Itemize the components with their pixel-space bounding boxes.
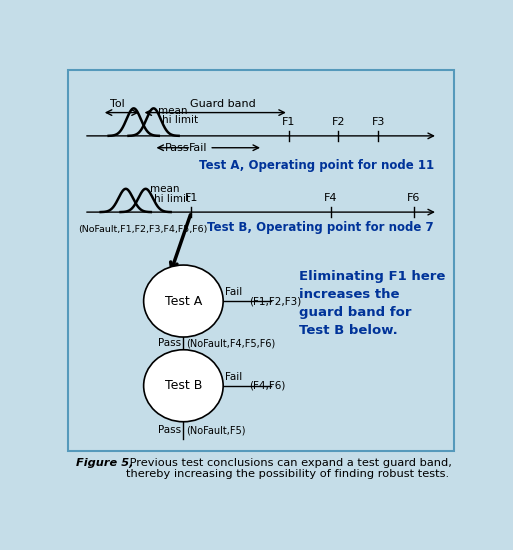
- Text: Test B: Test B: [165, 379, 202, 392]
- Text: Fail: Fail: [189, 143, 207, 153]
- Text: (NoFault,F1,F2,F3,F4,F5,F6): (NoFault,F1,F2,F3,F4,F5,F6): [78, 225, 207, 234]
- Text: (F1,F2,F3): (F1,F2,F3): [249, 296, 301, 306]
- Text: mean: mean: [150, 184, 179, 194]
- Ellipse shape: [144, 350, 223, 422]
- Text: F1: F1: [282, 117, 295, 126]
- Text: (F4,F6): (F4,F6): [249, 381, 285, 390]
- Text: Test A: Test A: [165, 295, 202, 307]
- Text: Fail: Fail: [225, 287, 243, 297]
- Text: Eliminating F1 here
increases the
guard band for
Test B below.: Eliminating F1 here increases the guard …: [299, 270, 445, 337]
- Text: Figure 5,: Figure 5,: [76, 458, 133, 468]
- Text: F1: F1: [185, 193, 198, 203]
- Text: Fail: Fail: [225, 371, 243, 382]
- Text: F4: F4: [324, 193, 337, 203]
- Text: Pass: Pass: [165, 143, 189, 153]
- Text: Previous test conclusions can expand a test guard band,
thereby increasing the p: Previous test conclusions can expand a t…: [126, 458, 451, 480]
- Text: Pass: Pass: [159, 425, 182, 435]
- Text: F6: F6: [407, 193, 421, 203]
- Text: Tol: Tol: [110, 99, 125, 109]
- Text: Guard band: Guard band: [190, 99, 256, 109]
- Text: (NoFault,F4,F5,F6): (NoFault,F4,F5,F6): [187, 338, 276, 348]
- Text: mean: mean: [157, 106, 187, 116]
- Text: Test B, Operating point for node 7: Test B, Operating point for node 7: [207, 221, 434, 234]
- Text: hi limit: hi limit: [162, 116, 198, 125]
- Text: Test A, Operating point for node 11: Test A, Operating point for node 11: [199, 159, 434, 172]
- Text: Pass: Pass: [159, 338, 182, 348]
- Text: F2: F2: [332, 117, 345, 126]
- Text: F3: F3: [371, 117, 385, 126]
- Text: hi limit: hi limit: [153, 195, 190, 205]
- Ellipse shape: [144, 265, 223, 337]
- Text: (NoFault,F5): (NoFault,F5): [187, 425, 246, 435]
